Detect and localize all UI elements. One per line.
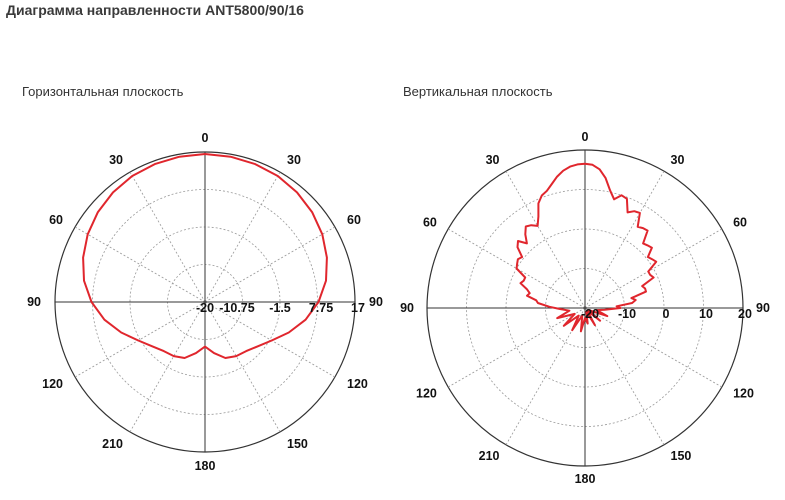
angle-label: 210 — [102, 437, 123, 451]
angle-label: 120 — [347, 377, 368, 391]
grid-spoke — [204, 301, 281, 433]
radial-tick-label: 0 — [663, 307, 670, 321]
angle-label: 120 — [42, 377, 63, 391]
angle-label: 30 — [671, 153, 685, 167]
grid-spoke — [204, 226, 336, 303]
pattern-curve — [515, 162, 658, 333]
radial-tick-label: 7.75 — [309, 301, 333, 315]
grid-spoke — [74, 301, 206, 378]
polar-chart-horizontal: 0 30 60 90 120 150 180 210 120 90 60 30 -20 -10.75 -1.… — [27, 131, 383, 473]
radial-tick-label: -10.75 — [219, 301, 254, 315]
angle-label: 120 — [416, 387, 437, 401]
angle-label: 90 — [756, 301, 770, 315]
angle-label: 150 — [287, 437, 308, 451]
grid-spoke — [74, 226, 206, 303]
page-title: Диаграмма направленности ANT5800/90/16 — [6, 2, 304, 18]
grid-spoke — [584, 307, 665, 446]
angle-label: 30 — [486, 153, 500, 167]
radial-tick-label: 10 — [699, 307, 713, 321]
angle-label: 120 — [733, 387, 754, 401]
angle-label: 60 — [423, 216, 437, 230]
grid-spoke — [129, 171, 206, 303]
radial-tick-label: 17 — [351, 301, 365, 315]
angle-label: 30 — [287, 153, 301, 167]
angle-label: 30 — [109, 153, 123, 167]
grid-spoke — [129, 301, 206, 433]
angle-label: 180 — [195, 459, 216, 473]
pattern-curve — [82, 153, 328, 359]
chart-title-horizontal: Горизонтальная плоскость — [22, 84, 184, 99]
angle-label: 150 — [671, 449, 692, 463]
chart-title-vertical: Вертикальная плоскость — [403, 84, 553, 99]
angle-label: 0 — [202, 131, 209, 145]
angle-label: 0 — [582, 130, 589, 144]
radial-tick-label: -20 — [581, 307, 599, 321]
angle-label: 60 — [49, 213, 63, 227]
angle-label: 180 — [575, 472, 596, 486]
angle-label: 90 — [369, 295, 383, 309]
radial-tick-label: -10 — [618, 307, 636, 321]
polar-chart-vertical: 0 30 60 90 120 150 180 210 120 90 60 30 -20 -10 0 10 20 — [400, 130, 770, 486]
grid-spoke — [204, 171, 281, 303]
grid-spoke — [584, 228, 723, 309]
angle-label: 210 — [479, 449, 500, 463]
angle-label: 60 — [733, 216, 747, 230]
grid-spoke — [447, 307, 586, 388]
angle-label: 90 — [27, 295, 41, 309]
angle-label: 90 — [400, 301, 414, 315]
angle-label: 60 — [347, 213, 361, 227]
radial-tick-label: -20 — [196, 301, 214, 315]
radial-tick-label: -1.5 — [269, 301, 291, 315]
radial-tick-label: 20 — [738, 307, 752, 321]
grid-spoke — [204, 301, 336, 378]
